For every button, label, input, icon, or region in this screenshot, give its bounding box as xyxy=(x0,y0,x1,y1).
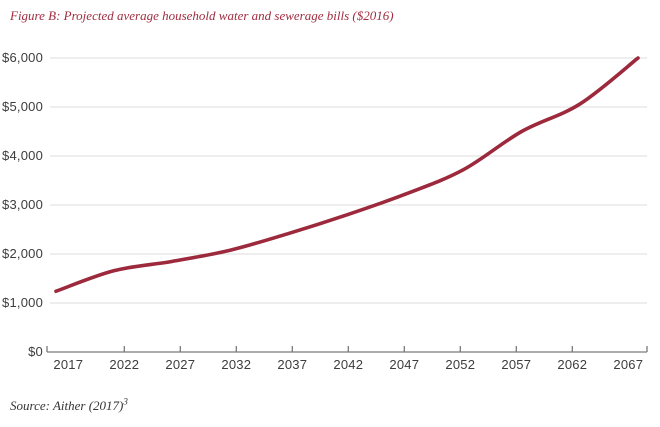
y-tick-label: $2,000 xyxy=(2,246,43,261)
x-tick-label: 2047 xyxy=(389,357,420,372)
source-note: Source: Aither (2017)3 xyxy=(10,396,128,414)
figure-title: Figure B: Projected average household wa… xyxy=(10,8,394,23)
x-tick-label: 2067 xyxy=(613,357,644,372)
x-tick-label: 2037 xyxy=(277,357,308,372)
x-tick-label: 2017 xyxy=(53,357,84,372)
y-tick-label: $1,000 xyxy=(2,295,43,310)
x-tick-label: 2052 xyxy=(445,357,476,372)
x-tick-label: 2022 xyxy=(109,357,140,372)
data-line xyxy=(54,56,640,294)
y-tick-label: $6,000 xyxy=(2,50,43,65)
y-tick-label: $5,000 xyxy=(2,99,43,114)
x-tick-label: 2032 xyxy=(221,357,252,372)
x-tick-label: 2062 xyxy=(557,357,588,372)
x-tick-label: 2042 xyxy=(333,357,364,372)
source-text: Source: Aither (2017) xyxy=(10,398,124,413)
y-tick-label: $0 xyxy=(28,344,43,359)
y-tick-label: $3,000 xyxy=(2,197,43,212)
x-tick-label: 2057 xyxy=(501,357,532,372)
y-tick-label: $4,000 xyxy=(2,148,43,163)
x-tick-label: 2027 xyxy=(165,357,196,372)
source-superscript: 3 xyxy=(123,396,128,407)
